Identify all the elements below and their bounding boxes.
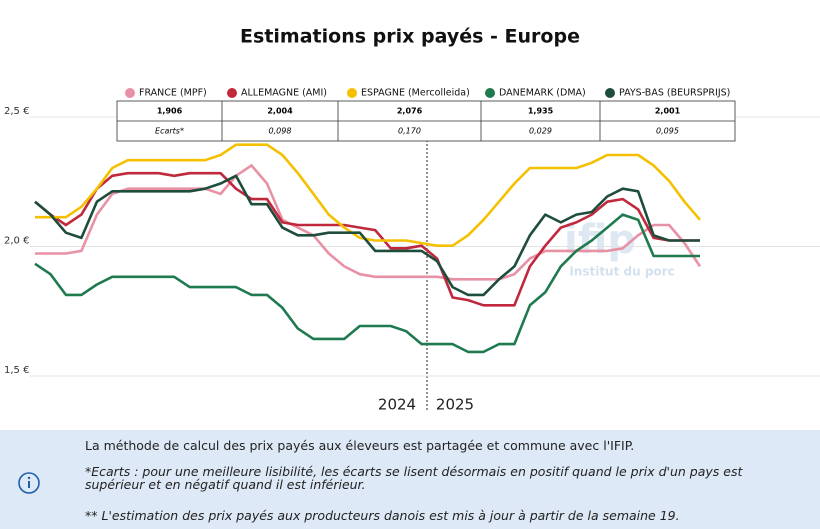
series-line (34, 174, 700, 297)
watermark: Institut du porc (569, 265, 674, 279)
series-line (34, 213, 700, 354)
chart: Estimations prix payés - Europe ifip Ins… (4, 26, 820, 414)
table-ecart: 0,098 (269, 127, 292, 136)
y-tick-label: 2,0 € (4, 236, 29, 247)
table-value: 2,076 (397, 107, 423, 116)
series-line (34, 171, 700, 307)
note: ** L'estimation des prix payés aux produ… (85, 508, 680, 523)
table-value: 1,935 (528, 107, 554, 116)
note: La méthode de calcul des prix payés aux … (85, 438, 635, 453)
table-value: 2,001 (655, 107, 681, 116)
chart-title: Estimations prix payés - Europe (240, 26, 580, 48)
watermark: ifip (564, 217, 636, 263)
table-ecart: 0,029 (529, 127, 552, 136)
y-tick-label: 2,5 € (4, 106, 29, 117)
period-label: 2024 (378, 396, 416, 414)
info-icon (18, 472, 40, 494)
note: *Ecarts : pour une meilleure lisibilité,… (85, 464, 743, 492)
table-ecart: 0,095 (656, 127, 679, 136)
series-line (35, 164, 702, 281)
table-ecart: 0,170 (398, 127, 421, 136)
table-value: 2,004 (267, 107, 293, 116)
legend-marker (125, 88, 135, 98)
table-value: 1,906 (157, 107, 183, 116)
legend-label: FRANCE (MPF) (139, 88, 207, 99)
legend-label: DANEMARK (DMA) (499, 88, 586, 99)
period-label: 2025 (436, 396, 474, 414)
legend-label: ESPAGNE (Mercolleida) (361, 88, 470, 99)
series-line (35, 143, 701, 247)
legend-marker (485, 88, 495, 98)
y-tick-label: 1,5 € (4, 365, 29, 376)
legend-label: PAYS-BAS (BEURSPRIJS) (619, 88, 730, 99)
legend-label: ALLEMAGNE (AMI) (241, 88, 327, 99)
legend-marker (347, 88, 357, 98)
legend-marker (605, 88, 615, 98)
legend-marker (227, 88, 237, 98)
info-box: La méthode de calcul des prix payés aux … (0, 430, 820, 529)
table-ecart-label: Ecarts* (155, 127, 184, 136)
